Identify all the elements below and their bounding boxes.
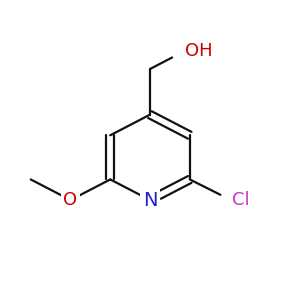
Text: OH: OH: [185, 42, 213, 60]
Text: Cl: Cl: [232, 191, 250, 209]
Text: N: N: [143, 190, 157, 210]
Text: O: O: [63, 191, 78, 209]
